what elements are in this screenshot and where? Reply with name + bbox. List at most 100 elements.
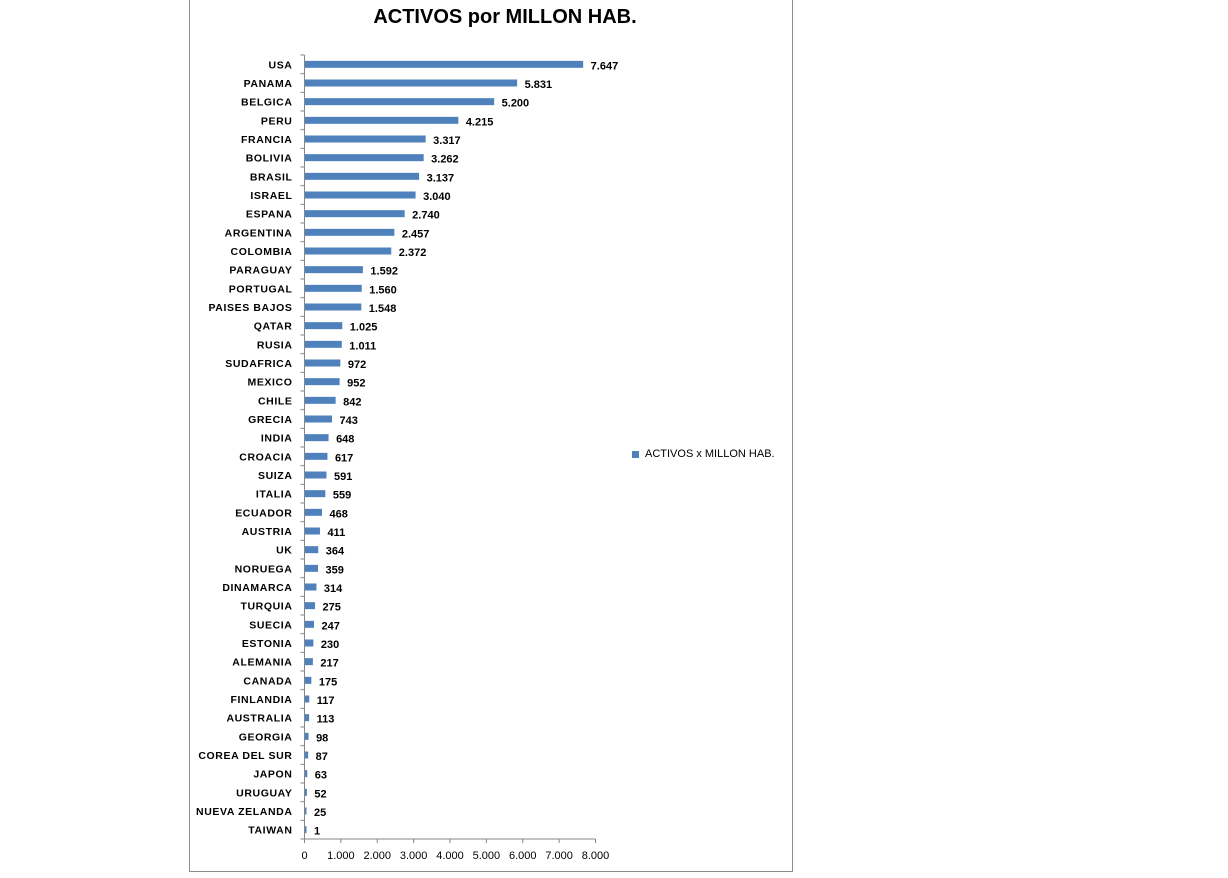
category-label: URUGUAY — [236, 787, 292, 799]
category-label: BRASIL — [250, 171, 293, 183]
category-label: CANADA — [243, 675, 292, 687]
category-label: PERU — [261, 115, 293, 127]
category-label: INDIA — [261, 433, 293, 445]
category-label: QATAR — [254, 321, 293, 333]
category-label: UK — [276, 545, 292, 557]
x-tick-label: 0 — [301, 850, 307, 862]
bar — [305, 359, 341, 367]
data-label: 247 — [321, 620, 339, 632]
legend-label: ACTIVOS x MILLON HAB. — [645, 448, 775, 460]
x-tick-label: 4.000 — [436, 850, 464, 862]
bar — [305, 546, 319, 554]
category-label: RUSIA — [257, 339, 293, 351]
category-label: ESTONIA — [242, 638, 293, 650]
data-label: 411 — [327, 527, 345, 539]
data-label: 87 — [316, 751, 328, 763]
data-label: 4.215 — [466, 116, 494, 128]
bar — [305, 284, 362, 292]
data-label: 217 — [320, 658, 338, 670]
category-label: JAPON — [253, 769, 292, 781]
category-label: ECUADOR — [235, 507, 292, 519]
bar — [305, 788, 307, 796]
category-label: PANAMA — [244, 78, 293, 90]
category-label: NUEVA ZELANDA — [196, 806, 292, 818]
bar — [305, 639, 314, 647]
category-label: SUECIA — [249, 619, 292, 631]
bar — [305, 564, 319, 572]
bar — [305, 116, 459, 124]
bar — [305, 340, 342, 348]
data-label: 275 — [323, 602, 341, 614]
bar — [305, 452, 328, 460]
bar — [305, 396, 336, 404]
data-label: 364 — [326, 546, 345, 558]
bar — [305, 770, 308, 778]
category-label: CHILE — [258, 395, 293, 407]
data-label: 3.137 — [427, 172, 455, 184]
legend: ACTIVOS x MILLON HAB. — [632, 448, 775, 460]
bar — [305, 172, 420, 180]
bar — [305, 60, 584, 68]
x-tick-label: 1.000 — [327, 850, 355, 862]
bar — [305, 434, 329, 442]
category-label: PARAGUAY — [229, 265, 292, 277]
data-label: 52 — [314, 788, 326, 800]
data-label: 63 — [315, 770, 327, 782]
bar — [305, 228, 395, 236]
x-tick-label: 3.000 — [400, 850, 428, 862]
category-label: SUDAFRICA — [225, 358, 292, 370]
bar — [305, 471, 327, 479]
data-label: 591 — [334, 471, 352, 483]
data-label: 617 — [335, 452, 353, 464]
bar — [305, 527, 320, 535]
data-label: 5.200 — [502, 98, 530, 110]
bar — [305, 378, 340, 386]
category-label: NORUEGA — [235, 563, 293, 575]
category-label: ARGENTINA — [225, 227, 293, 239]
data-label: 559 — [333, 490, 351, 502]
bar — [305, 210, 405, 218]
bar — [305, 602, 316, 610]
bar — [305, 714, 310, 722]
bar — [305, 676, 312, 684]
category-label: BOLIVIA — [246, 153, 293, 165]
data-label: 1.548 — [369, 303, 397, 315]
data-label: 3.262 — [431, 154, 459, 166]
x-tick-label: 6.000 — [509, 850, 537, 862]
data-label: 314 — [324, 583, 343, 595]
x-tick-label: 7.000 — [545, 850, 573, 862]
bar — [305, 751, 309, 759]
bar — [305, 415, 333, 423]
data-label: 842 — [343, 396, 361, 408]
x-tick-label: 5.000 — [473, 850, 501, 862]
data-label: 7.647 — [591, 60, 619, 72]
data-label: 3.040 — [423, 191, 451, 203]
bar — [305, 303, 362, 311]
bar — [305, 266, 363, 274]
category-label: GEORGIA — [239, 731, 293, 743]
bar — [305, 508, 323, 516]
bar — [305, 79, 518, 87]
category-label: DINAMARCA — [222, 582, 292, 594]
bar — [305, 191, 416, 199]
data-label: 1.025 — [350, 322, 378, 334]
category-label: CROACIA — [239, 451, 292, 463]
data-label: 175 — [319, 676, 337, 688]
data-label: 1.560 — [369, 284, 397, 296]
data-label: 952 — [347, 378, 365, 390]
category-label: USA — [269, 59, 293, 71]
data-label: 1 — [314, 826, 320, 838]
data-label: 2.457 — [402, 228, 430, 240]
data-label: 98 — [316, 732, 328, 744]
bar — [305, 135, 426, 143]
category-label: GRECIA — [248, 414, 292, 426]
category-label: PORTUGAL — [229, 283, 293, 295]
category-label: SUIZA — [258, 470, 293, 482]
category-label: AUSTRALIA — [226, 713, 292, 725]
chart-area — [189, 0, 793, 872]
data-label: 972 — [348, 359, 366, 371]
bar — [305, 658, 313, 666]
data-label: 117 — [317, 695, 335, 707]
category-label: AUSTRIA — [242, 526, 293, 538]
